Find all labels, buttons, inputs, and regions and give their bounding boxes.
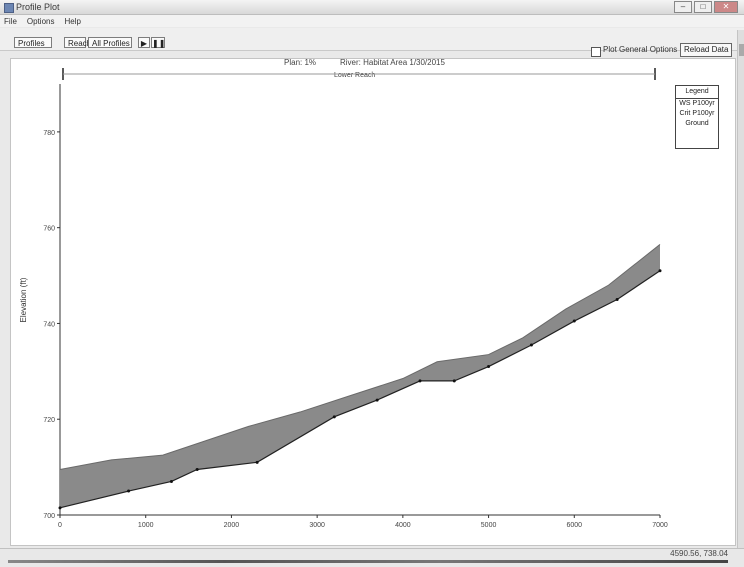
maximize-button[interactable]: □ <box>694 1 712 13</box>
status-bar: 4590.56, 738.04 <box>0 548 744 567</box>
profiles-button[interactable]: Profiles <box>14 37 52 48</box>
legend: Legend WS P100yr Crit P100yr Ground <box>675 85 719 149</box>
window-controls: – □ ✕ <box>674 1 738 13</box>
y-tick-label: 760 <box>43 226 55 233</box>
menu-file[interactable]: File <box>4 16 17 26</box>
legend-item-crit: Crit P100yr <box>679 110 715 117</box>
ground-point <box>452 379 456 383</box>
y-tick-label: 780 <box>43 130 55 137</box>
ground-point <box>658 269 662 273</box>
ground-point <box>529 343 533 347</box>
x-tick-label: 4000 <box>395 522 411 529</box>
coordinate-readout: 4590.56, 738.04 <box>670 549 728 558</box>
scrollbar-thumb[interactable] <box>739 44 744 56</box>
vertical-scrollbar[interactable] <box>737 30 744 558</box>
ground-point <box>375 398 379 402</box>
x-tick-label: 5000 <box>481 522 497 529</box>
legend-item-ws: WS P100yr <box>679 100 715 107</box>
ground-point <box>418 379 422 383</box>
ground-line <box>59 270 661 509</box>
ground-point <box>195 468 199 472</box>
status-strip <box>8 560 728 563</box>
ground-point <box>487 365 491 369</box>
plot-options-checkbox[interactable] <box>591 47 601 57</box>
river-label: River: Habitat Area 1/30/2015 <box>340 58 445 67</box>
x-tick-label: 2000 <box>224 522 240 529</box>
ground-point <box>332 415 336 419</box>
ground-point <box>58 506 62 510</box>
all-profiles-dropdown[interactable]: All Profiles <box>88 37 132 48</box>
menu-bar: File Options Help <box>0 15 744 27</box>
x-tick-label: 3000 <box>309 522 325 529</box>
y-tick-label: 720 <box>43 417 55 424</box>
reload-data-button[interactable]: Reload Data <box>680 43 733 57</box>
legend-title: Legend <box>676 86 718 99</box>
ws-line <box>59 244 661 470</box>
toolbar: Profiles Reach All Profiles ▶ ❚❚ <box>0 28 744 51</box>
ground-point <box>169 479 173 483</box>
title-bar: Profile Plot – □ ✕ <box>0 0 744 15</box>
minimize-button[interactable]: – <box>674 1 692 13</box>
ground-point <box>255 460 259 464</box>
pause-button[interactable]: ❚❚ <box>151 37 166 48</box>
y-tick-label: 700 <box>43 513 55 520</box>
menu-options[interactable]: Options <box>26 16 55 26</box>
menu-help[interactable]: Help <box>64 16 81 26</box>
reach-label: Lower Reach <box>334 72 376 79</box>
x-tick-label: 6000 <box>566 522 582 529</box>
window-title: Profile Plot <box>16 2 60 12</box>
app-icon <box>4 3 14 13</box>
x-tick-label: 1000 <box>138 522 154 529</box>
close-button[interactable]: ✕ <box>714 1 738 13</box>
ground-point <box>572 319 576 323</box>
y-tick-label: 740 <box>43 321 55 328</box>
plot-options-label: Plot General Options <box>603 45 678 54</box>
water-area <box>60 244 660 508</box>
x-tick-label: 0 <box>58 522 62 529</box>
ground-point <box>127 489 131 493</box>
x-tick-label: 7000 <box>652 522 668 529</box>
ground-point <box>615 298 619 301</box>
play-button[interactable]: ▶ <box>138 37 150 48</box>
reach-selector[interactable]: Reach <box>64 37 91 48</box>
y-axis-label: Elevation (ft) <box>19 277 28 322</box>
plan-label: Plan: 1% <box>284 58 317 67</box>
legend-item-ground: Ground <box>685 120 709 127</box>
